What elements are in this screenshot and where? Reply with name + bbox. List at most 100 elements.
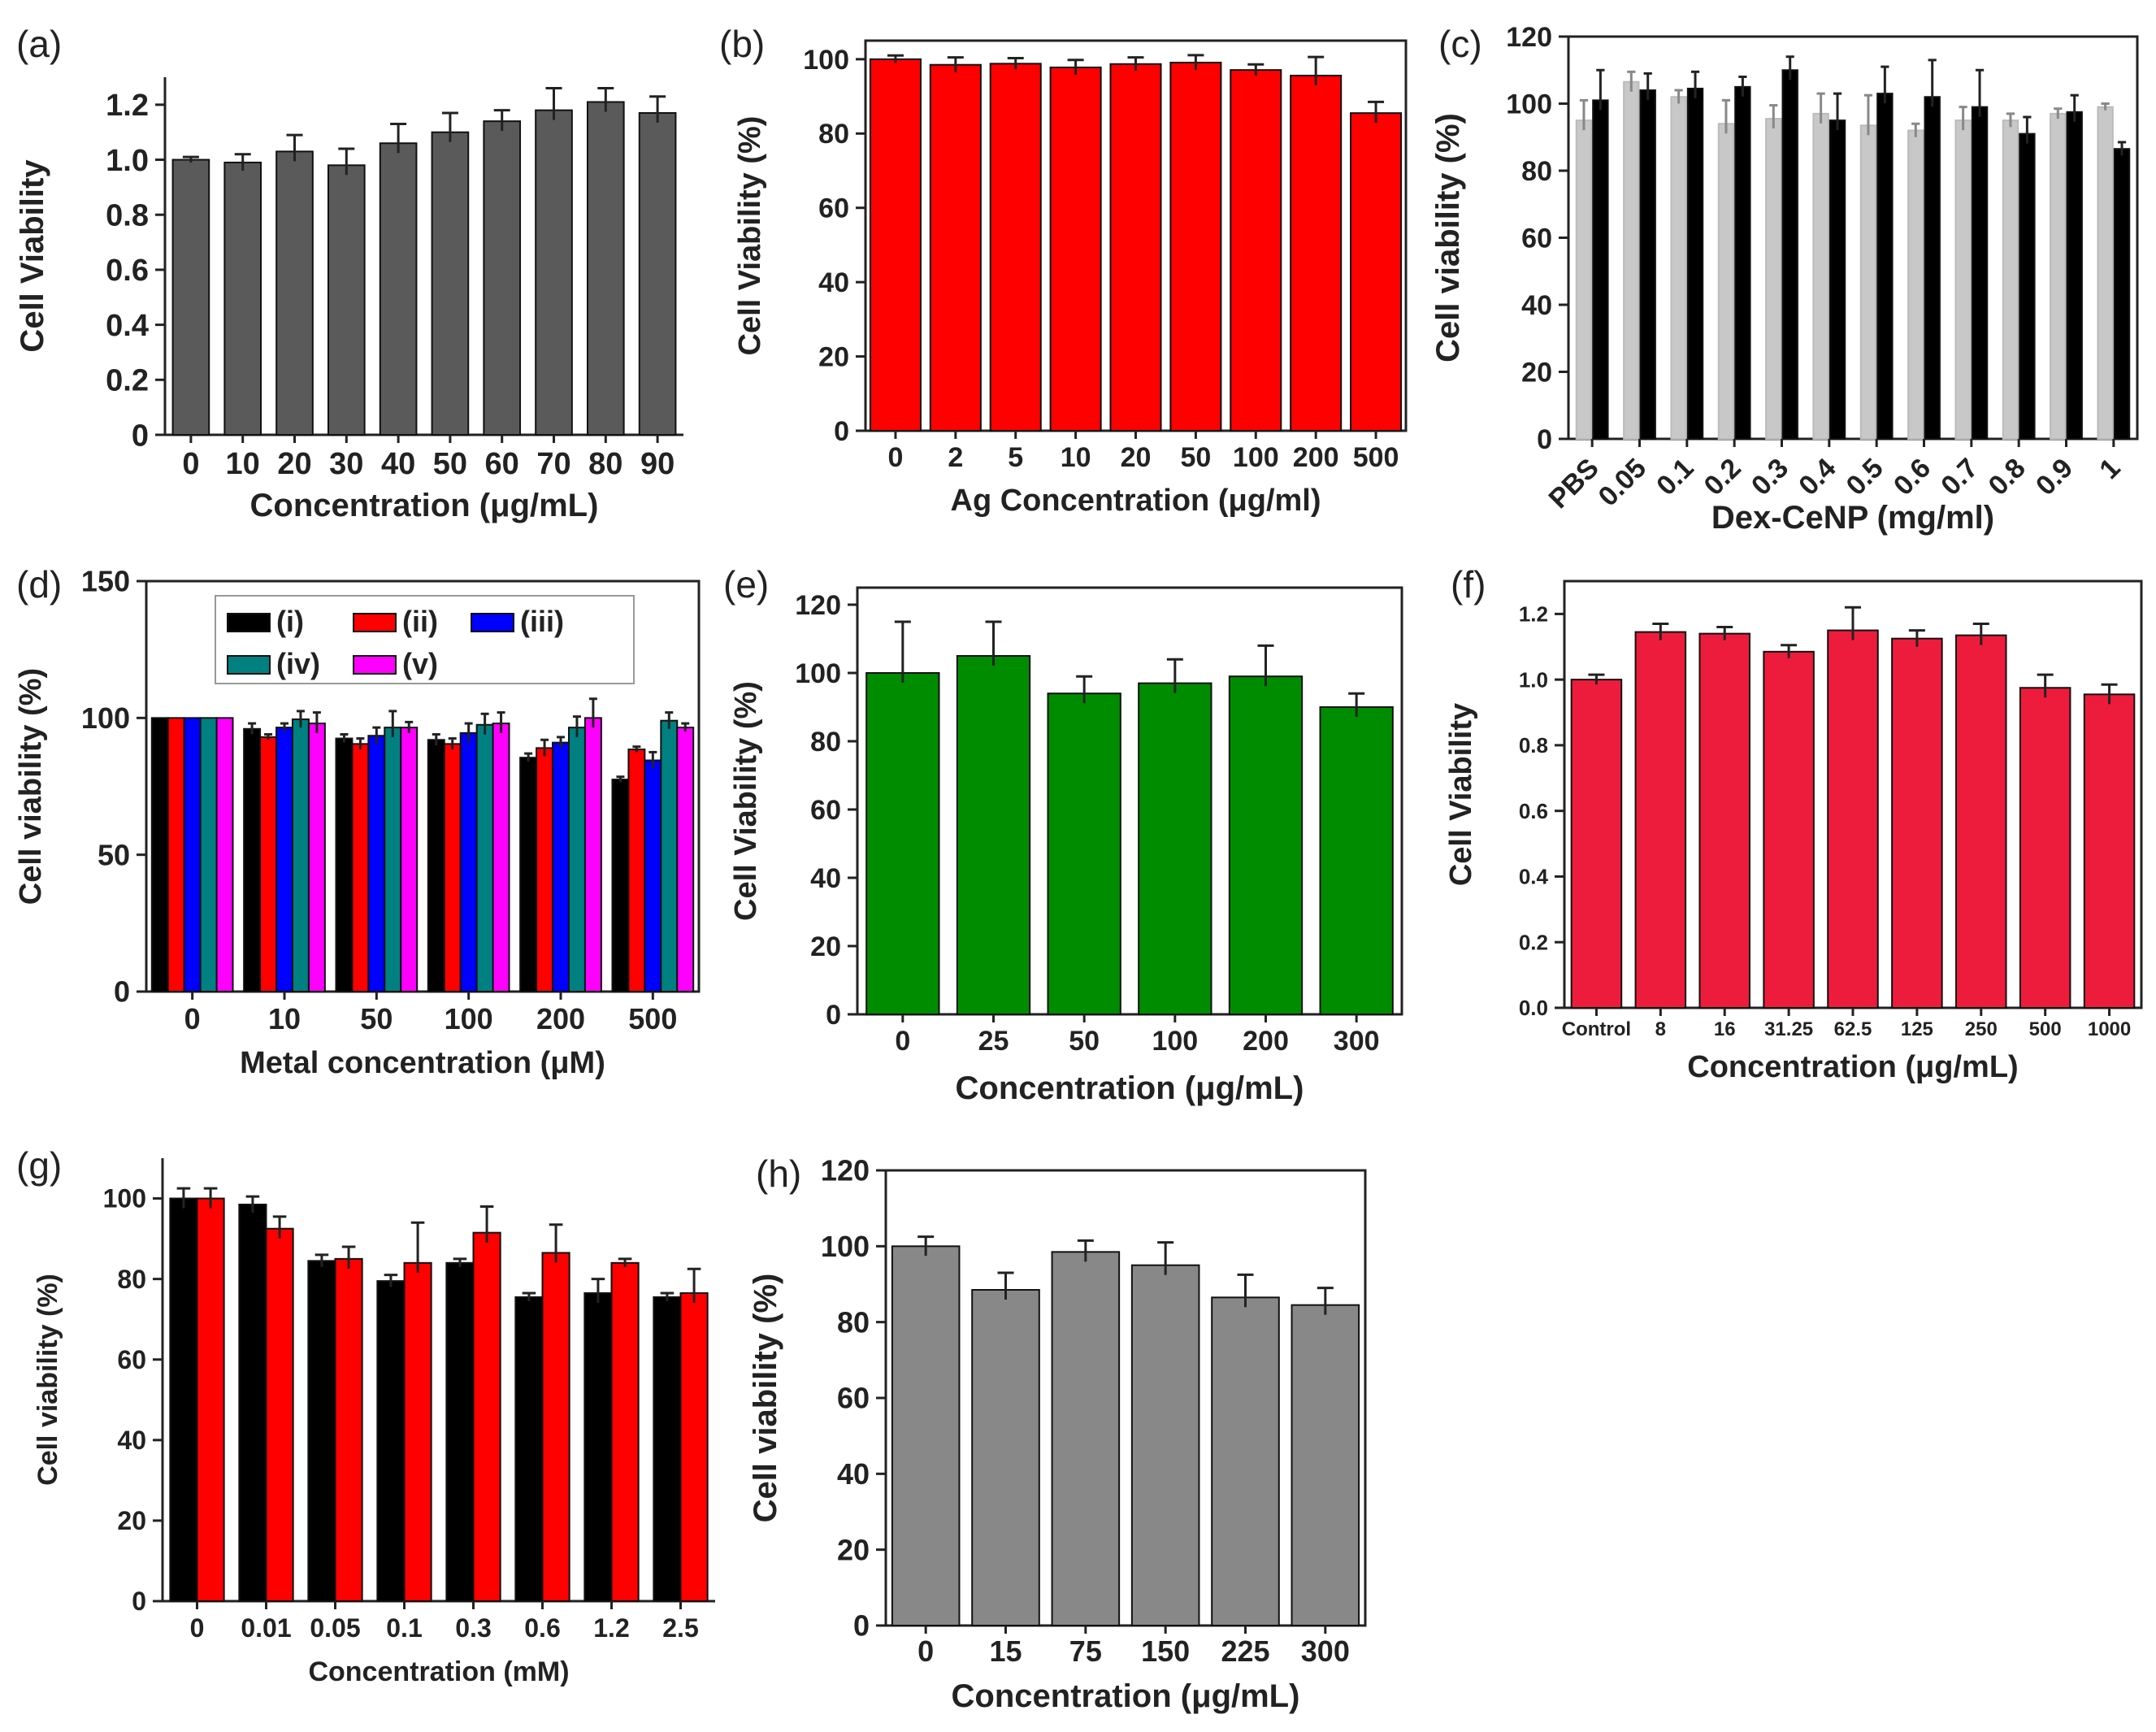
x-tick-label: 200 [1293, 442, 1339, 473]
bar [583, 1291, 613, 1603]
bar [1230, 69, 1282, 432]
bar [552, 741, 570, 993]
x-tick-label: 0.6 [524, 1613, 560, 1643]
bar [1291, 1304, 1360, 1626]
x-tick-label: 0.1 [386, 1613, 422, 1643]
x-tick-label: 0 [917, 1634, 934, 1668]
y-tick-label: 150 [81, 565, 130, 598]
y-tick-label: 0.2 [106, 364, 149, 398]
y-axis-title: Cell Viability [1444, 703, 1478, 886]
bar [1781, 69, 1798, 440]
bar [1130, 1264, 1200, 1626]
x-tick-label: 0 [182, 447, 199, 481]
bar [1734, 85, 1751, 440]
y-tick-label: 60 [1521, 223, 1552, 254]
chart-panel-3: (d) 0 50 100 150 0 10 50 100 200 500 Metal concentr… [14, 563, 701, 1080]
x-axis-title: Concentration (μg/mL) [956, 1070, 1304, 1106]
x-tick-label: 75 [1069, 1634, 1102, 1668]
bar [535, 109, 573, 436]
x-tick-label: 1000 [2088, 1018, 2131, 1040]
bar [1290, 74, 1343, 432]
bar [1570, 679, 1623, 1009]
bar [541, 1252, 570, 1602]
bar [2066, 111, 2083, 440]
x-tick-label: 31.25 [1764, 1018, 1813, 1040]
bar [610, 1261, 640, 1603]
bar [1698, 632, 1750, 1009]
bar [1954, 119, 1972, 440]
y-tick-label: 0 [853, 1609, 870, 1643]
y-tick-label: 40 [837, 1457, 870, 1491]
bar [1047, 692, 1121, 1015]
bar [443, 743, 462, 992]
bar [869, 58, 922, 432]
x-tick-label: 200 [1243, 1026, 1289, 1057]
x-tick-label: 0.3 [455, 1613, 491, 1643]
bar [400, 727, 419, 992]
x-tick-label: 2 [948, 442, 963, 473]
y-tick-label: 80 [810, 727, 841, 757]
x-tick-label: 0 [887, 442, 903, 473]
y-tick-label: 0 [132, 419, 149, 453]
bar [1623, 80, 1640, 440]
y-tick-label: 0.4 [1519, 865, 1549, 889]
x-axis-title: Concentration (μg/mL) [250, 488, 599, 523]
x-tick-label: 0.05 [1592, 453, 1652, 513]
x-tick-label: 25 [978, 1026, 1009, 1057]
x-tick-label: 50 [360, 1002, 393, 1035]
bar [2019, 687, 2071, 1009]
x-tick-label: 10 [1061, 442, 1091, 473]
bar [611, 779, 630, 992]
panel-label: (f) [1451, 563, 1486, 606]
bar [989, 63, 1042, 432]
bar [475, 723, 494, 992]
bar [169, 1197, 198, 1602]
plot-frame [145, 580, 701, 993]
bar [483, 120, 522, 436]
bar [167, 717, 185, 992]
bar [1827, 629, 1879, 1009]
x-axis-title: Metal concentration (μM) [240, 1046, 605, 1080]
x-tick-label: PBS [1543, 453, 1605, 514]
x-tick-label: 40 [381, 447, 415, 481]
y-tick-label: 40 [810, 863, 841, 894]
y-tick-label: 0 [114, 975, 130, 1009]
x-tick-label: 62.5 [1834, 1018, 1872, 1040]
bar [1228, 675, 1304, 1015]
bar [929, 63, 982, 432]
bar [307, 723, 326, 992]
bar [384, 727, 402, 992]
x-tick-label: 10 [226, 447, 260, 481]
x-tick-label: 0 [184, 1002, 201, 1035]
y-tick-label: 40 [117, 1426, 146, 1455]
x-tick-label: 500 [1353, 442, 1399, 473]
x-axis-title: Dex-CeNP (mg/ml) [1711, 500, 1994, 536]
bar [971, 1289, 1040, 1626]
bar [567, 727, 586, 992]
x-tick-label: 100 [1152, 1026, 1198, 1057]
bar [1891, 637, 1943, 1009]
y-tick-label: 40 [1521, 290, 1552, 321]
y-tick-label: 80 [1521, 156, 1552, 187]
bar [1717, 123, 1735, 440]
y-tick-label: 100 [795, 658, 841, 689]
bar [519, 757, 538, 993]
chart-panel-7: (h) 0 20 40 60 80 100 120 0 15 75 150 225 300Concentr… [748, 1152, 1367, 1714]
panel-label: (e) [723, 563, 769, 606]
bar [2002, 119, 2019, 440]
bar [2050, 112, 2067, 440]
bar [1634, 631, 1687, 1009]
bar [459, 731, 478, 992]
x-tick-label: 1.2 [593, 1613, 629, 1643]
y-tick-label: 20 [818, 341, 849, 372]
bar [265, 1227, 294, 1603]
y-tick-label: 0.0 [1519, 996, 1548, 1020]
bar [1592, 99, 1609, 440]
y-tick-label: 1.2 [1519, 601, 1548, 626]
x-tick-label: 16 [1714, 1018, 1736, 1040]
y-tick-label: 0 [1537, 424, 1552, 455]
y-tick-label: 0.8 [106, 199, 149, 233]
bar [223, 161, 262, 436]
bar [1763, 650, 1815, 1009]
legend-label: (iv) [276, 647, 320, 680]
